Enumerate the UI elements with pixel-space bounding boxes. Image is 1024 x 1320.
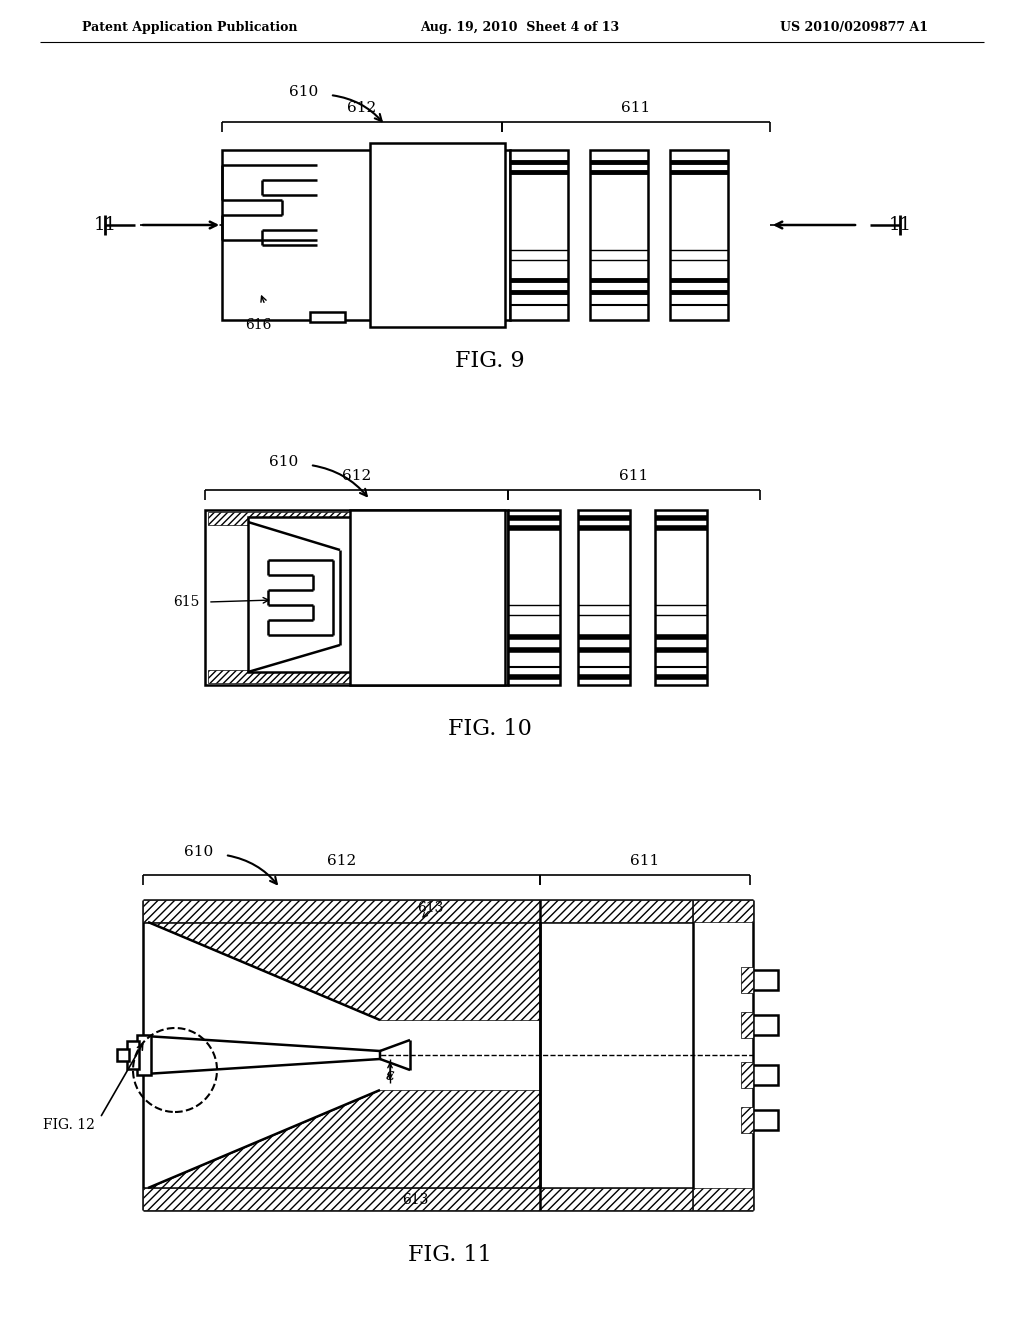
Bar [248,517,468,672]
Bar [508,510,560,685]
Bar [510,150,568,319]
Text: 612: 612 [342,469,371,483]
Text: Patent Application Publication: Patent Application Publication [82,21,298,33]
Text: 613: 613 [401,1193,428,1206]
Text: 610: 610 [183,845,213,859]
Text: 615: 615 [174,595,200,609]
Text: FIG. 11: FIG. 11 [409,1243,492,1266]
Bar [753,1015,778,1035]
Bar [143,1188,540,1210]
Bar [205,510,508,685]
Text: 610: 610 [289,84,318,99]
Bar [741,1107,753,1133]
Bar [655,510,707,685]
Bar [590,150,648,319]
Text: 612: 612 [327,854,356,869]
Bar [753,970,778,990]
Text: FIG. 9: FIG. 9 [456,350,525,372]
Text: 613: 613 [417,902,443,915]
Text: ε: ε [386,1067,394,1084]
Bar [143,900,540,921]
Bar [208,671,505,682]
Bar [753,1110,778,1130]
Bar [370,143,505,327]
Text: 611: 611 [631,854,659,869]
Bar [350,510,505,685]
Text: 11: 11 [889,216,911,234]
Bar [741,1012,753,1038]
Text: Aug. 19, 2010  Sheet 4 of 13: Aug. 19, 2010 Sheet 4 of 13 [420,21,620,33]
Bar [117,1049,129,1061]
Polygon shape [148,921,540,1020]
Bar [741,968,753,993]
Text: 616: 616 [245,318,271,333]
Text: 616: 616 [169,1040,195,1053]
Text: FIG. 12: FIG. 12 [43,1118,95,1133]
Text: 11: 11 [93,216,117,234]
Bar [127,1041,139,1069]
Bar [741,1063,753,1088]
Polygon shape [145,1036,380,1074]
Text: 610: 610 [268,455,298,469]
Text: 611: 611 [620,469,648,483]
Polygon shape [148,1090,540,1188]
Bar [670,150,728,319]
Bar [222,150,510,319]
Text: 611: 611 [622,102,650,115]
Bar [693,1188,753,1210]
Bar [137,1035,151,1074]
Bar [310,312,345,322]
Text: US 2010/0209877 A1: US 2010/0209877 A1 [780,21,928,33]
Bar [753,1065,778,1085]
Bar [208,512,505,525]
Bar [578,510,630,685]
Bar [540,1188,693,1210]
Bar [540,900,693,921]
Text: 612: 612 [347,102,377,115]
Bar [693,900,753,921]
Text: FIG. 10: FIG. 10 [449,718,531,741]
